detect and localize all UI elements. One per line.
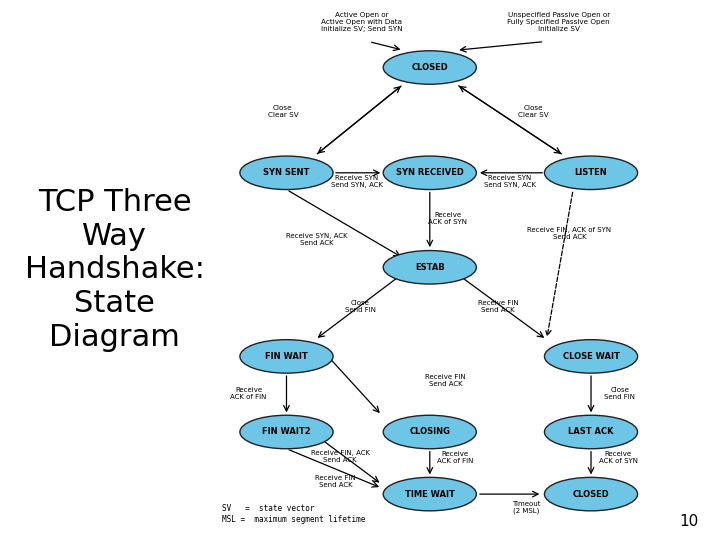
Text: TIME WAIT: TIME WAIT — [405, 490, 455, 498]
Text: Receive FIN, ACK
Send ACK: Receive FIN, ACK Send ACK — [311, 450, 370, 463]
Text: FIN WAIT2: FIN WAIT2 — [262, 428, 311, 436]
Text: Close
Send FIN: Close Send FIN — [345, 300, 376, 313]
Ellipse shape — [383, 415, 477, 449]
Ellipse shape — [544, 156, 638, 190]
Text: TCP Three
Way
Handshake:
State
Diagram: TCP Three Way Handshake: State Diagram — [24, 188, 204, 352]
Text: Close
Clear SV: Close Clear SV — [518, 105, 549, 118]
Ellipse shape — [544, 340, 638, 373]
Text: SYN RECEIVED: SYN RECEIVED — [396, 168, 464, 177]
Ellipse shape — [383, 477, 477, 511]
Text: Close
Send FIN: Close Send FIN — [604, 387, 635, 400]
Text: FIN WAIT: FIN WAIT — [265, 352, 308, 361]
Ellipse shape — [240, 415, 333, 449]
Text: Receive SYN
Send SYN, ACK: Receive SYN Send SYN, ACK — [330, 175, 383, 188]
Text: Close
Clear SV: Close Clear SV — [268, 105, 298, 118]
Ellipse shape — [240, 156, 333, 190]
Text: 10: 10 — [679, 514, 698, 529]
Text: Unspecified Passive Open or
Fully Specified Passive Open
Initialize SV: Unspecified Passive Open or Fully Specif… — [508, 11, 610, 32]
Text: CLOSING: CLOSING — [409, 428, 450, 436]
Text: Receive SYN
Send SYN, ACK: Receive SYN Send SYN, ACK — [484, 175, 536, 188]
Text: Active Open or
Active Open with Data
Initialize SV; Send SYN: Active Open or Active Open with Data Ini… — [321, 11, 402, 32]
Ellipse shape — [383, 156, 477, 190]
Text: LAST ACK: LAST ACK — [568, 428, 613, 436]
Text: Receive
ACK of SYN: Receive ACK of SYN — [428, 212, 467, 225]
Text: Receive FIN
Send ACK: Receive FIN Send ACK — [426, 374, 466, 387]
Text: Receive
ACK of FIN: Receive ACK of FIN — [230, 387, 266, 400]
Text: Receive FIN, ACK of SYN
Send ACK: Receive FIN, ACK of SYN Send ACK — [528, 227, 611, 240]
Text: Receive
ACK of FIN: Receive ACK of FIN — [437, 451, 473, 464]
Text: Receive FIN
Send ACK: Receive FIN Send ACK — [477, 300, 518, 313]
Text: SYN SENT: SYN SENT — [264, 168, 310, 177]
Text: Receive FIN
Send ACK: Receive FIN Send ACK — [315, 475, 356, 488]
Ellipse shape — [544, 415, 638, 449]
Ellipse shape — [240, 340, 333, 373]
Ellipse shape — [383, 51, 477, 84]
Text: Timeout
(2 MSL): Timeout (2 MSL) — [513, 501, 541, 514]
Text: CLOSED: CLOSED — [411, 63, 448, 72]
Text: LISTEN: LISTEN — [575, 168, 608, 177]
Ellipse shape — [383, 251, 477, 284]
Text: Receive SYN, ACK
Send ACK: Receive SYN, ACK Send ACK — [286, 233, 347, 246]
Text: Receive
ACK of SYN: Receive ACK of SYN — [599, 451, 638, 464]
Text: SV   =  state vector
MSL =  maximum segment lifetime: SV = state vector MSL = maximum segment … — [222, 504, 365, 524]
Text: CLOSED: CLOSED — [572, 490, 609, 498]
Text: CLOSE WAIT: CLOSE WAIT — [562, 352, 619, 361]
Ellipse shape — [544, 477, 638, 511]
Text: ESTAB: ESTAB — [415, 263, 445, 272]
